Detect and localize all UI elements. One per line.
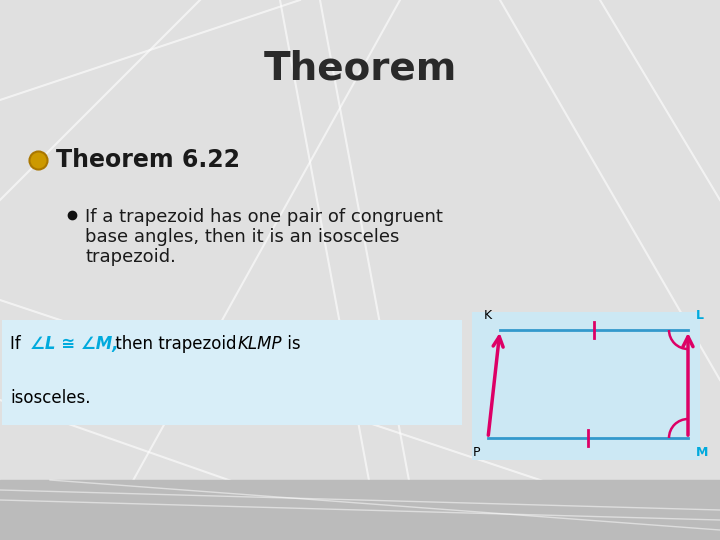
Text: K: K	[484, 309, 492, 322]
Bar	[0, 480, 720, 540]
Text: is: is	[282, 335, 301, 353]
Text: M: M	[696, 446, 708, 459]
Text: Theorem 6.22: Theorem 6.22	[56, 148, 240, 172]
Text: Theorem: Theorem	[264, 49, 456, 87]
FancyBboxPatch shape	[2, 320, 462, 425]
Text: L: L	[696, 309, 704, 322]
Text: If a trapezoid has one pair of congruent: If a trapezoid has one pair of congruent	[85, 208, 443, 226]
Text: trapezoid.: trapezoid.	[85, 248, 176, 266]
Text: then trapezoid: then trapezoid	[110, 335, 242, 353]
Bar	[472, 312, 700, 460]
Text: If: If	[10, 335, 26, 353]
Text: ∠L ≅ ∠M,: ∠L ≅ ∠M,	[30, 335, 119, 353]
Text: base angles, then it is an isosceles: base angles, then it is an isosceles	[85, 228, 400, 246]
Text: KLMP: KLMP	[238, 335, 282, 353]
Text: isosceles.: isosceles.	[10, 389, 91, 407]
Text: P: P	[472, 446, 480, 459]
